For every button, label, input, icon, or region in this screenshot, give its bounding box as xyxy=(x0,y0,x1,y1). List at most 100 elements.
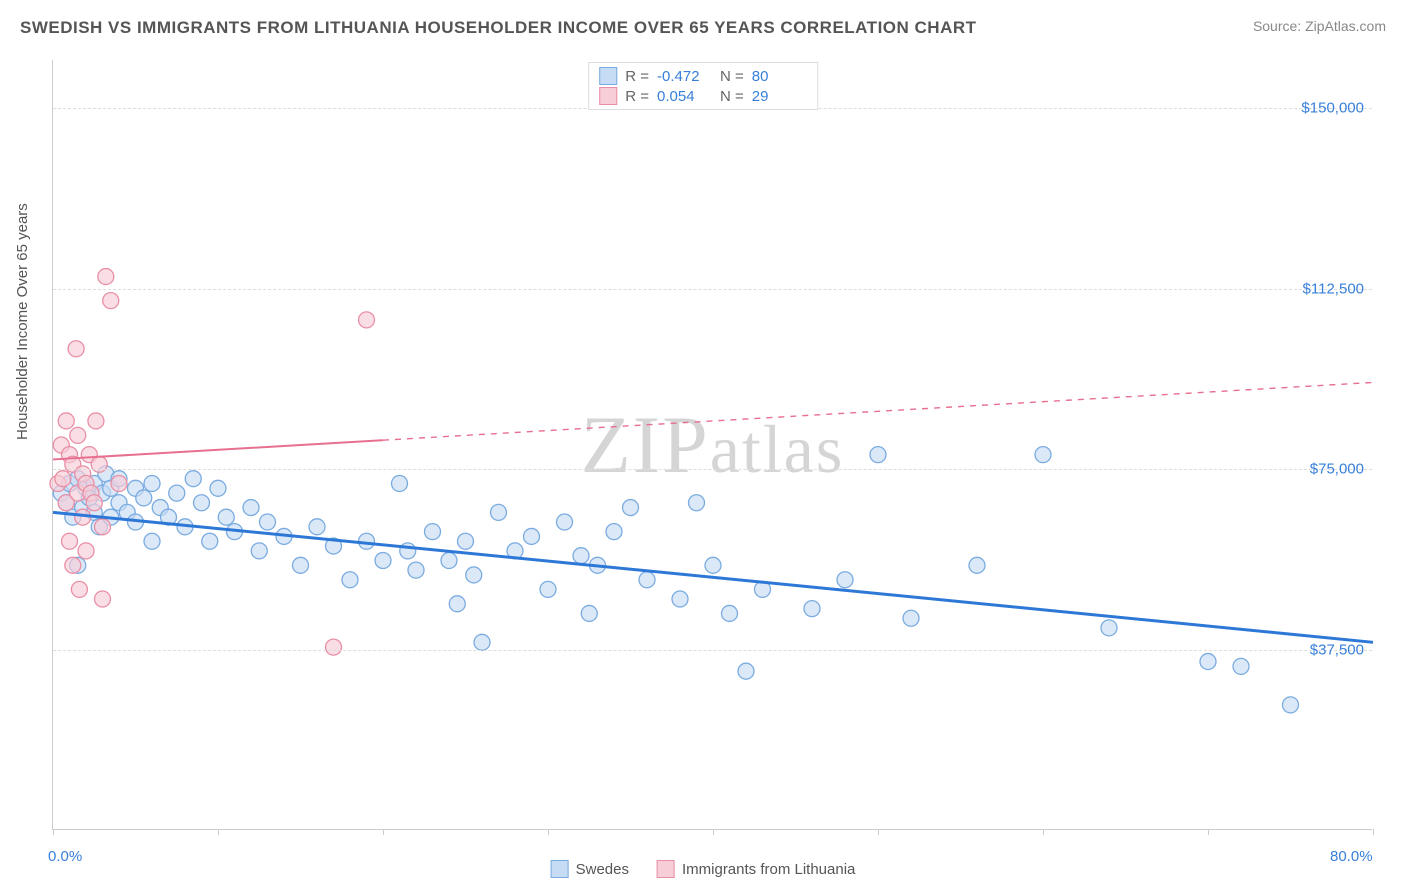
data-point xyxy=(1283,697,1299,713)
data-point xyxy=(86,495,102,511)
data-point xyxy=(95,519,111,535)
legend-swatch xyxy=(599,87,617,105)
data-point xyxy=(202,533,218,549)
data-point xyxy=(65,557,81,573)
data-point xyxy=(557,514,573,530)
data-point xyxy=(98,269,114,285)
legend-label: Immigrants from Lithuania xyxy=(682,861,855,878)
data-point xyxy=(260,514,276,530)
gridline-h xyxy=(53,289,1372,290)
legend-row: R = -0.472 N = 80 xyxy=(599,66,807,86)
data-point xyxy=(111,476,127,492)
legend-item: Immigrants from Lithuania xyxy=(657,860,855,878)
y-tick-label: $75,000 xyxy=(1310,461,1364,478)
legend-swatch xyxy=(599,67,617,85)
data-point xyxy=(623,500,639,516)
x-tick-mark xyxy=(548,829,549,835)
x-tick-mark xyxy=(1043,829,1044,835)
data-point xyxy=(103,293,119,309)
legend-n-value: 80 xyxy=(752,68,807,85)
data-point xyxy=(606,524,622,540)
y-tick-label: $37,500 xyxy=(1310,641,1364,658)
legend-label: Swedes xyxy=(576,861,629,878)
data-point xyxy=(1200,654,1216,670)
data-point xyxy=(68,341,84,357)
data-point xyxy=(458,533,474,549)
data-point xyxy=(58,413,74,429)
y-tick-label: $112,500 xyxy=(1303,280,1364,297)
data-point xyxy=(78,543,94,559)
legend-r-label: R = xyxy=(625,88,649,105)
series-legend: Swedes Immigrants from Lithuania xyxy=(551,860,856,878)
x-tick-mark xyxy=(1373,829,1374,835)
data-point xyxy=(70,427,86,443)
legend-n-label: N = xyxy=(720,68,744,85)
x-axis-max-label: 80.0% xyxy=(1330,848,1373,865)
data-point xyxy=(449,596,465,612)
data-point xyxy=(95,591,111,607)
data-point xyxy=(870,447,886,463)
x-tick-mark xyxy=(713,829,714,835)
data-point xyxy=(144,533,160,549)
data-point xyxy=(342,572,358,588)
data-point xyxy=(185,471,201,487)
data-point xyxy=(524,528,540,544)
data-point xyxy=(326,639,342,655)
source-label: Source: ZipAtlas.com xyxy=(1253,18,1386,34)
data-point xyxy=(55,471,71,487)
data-point xyxy=(639,572,655,588)
legend-n-value: 29 xyxy=(752,88,807,105)
data-point xyxy=(672,591,688,607)
legend-item: Swedes xyxy=(551,860,629,878)
x-tick-mark xyxy=(383,829,384,835)
data-point xyxy=(1035,447,1051,463)
data-point xyxy=(243,500,259,516)
chart-title: SWEDISH VS IMMIGRANTS FROM LITHUANIA HOU… xyxy=(20,18,977,38)
data-point xyxy=(903,610,919,626)
x-tick-mark xyxy=(218,829,219,835)
data-point xyxy=(425,524,441,540)
data-point xyxy=(218,509,234,525)
data-point xyxy=(491,504,507,520)
data-point xyxy=(408,562,424,578)
data-point xyxy=(71,581,87,597)
data-point xyxy=(88,413,104,429)
legend-r-label: R = xyxy=(625,68,649,85)
data-point xyxy=(359,312,375,328)
data-point xyxy=(375,553,391,569)
data-point xyxy=(1101,620,1117,636)
trend-line-dashed xyxy=(383,382,1373,440)
gridline-h xyxy=(53,650,1372,651)
trend-line xyxy=(53,440,383,459)
legend-r-value: 0.054 xyxy=(657,88,712,105)
gridline-h xyxy=(53,469,1372,470)
data-point xyxy=(392,476,408,492)
data-point xyxy=(62,533,78,549)
x-axis-min-label: 0.0% xyxy=(48,848,82,865)
y-axis-title: Householder Income Over 65 years xyxy=(14,203,31,440)
data-point xyxy=(837,572,853,588)
trend-line xyxy=(53,512,1373,642)
data-point xyxy=(144,476,160,492)
y-tick-label: $150,000 xyxy=(1301,100,1364,117)
data-point xyxy=(210,480,226,496)
legend-swatch xyxy=(551,860,569,878)
data-point xyxy=(689,495,705,511)
data-point xyxy=(169,485,185,501)
data-point xyxy=(804,601,820,617)
data-point xyxy=(540,581,556,597)
data-point xyxy=(441,553,457,569)
legend-n-label: N = xyxy=(720,88,744,105)
x-tick-mark xyxy=(53,829,54,835)
data-point xyxy=(474,634,490,650)
legend-swatch xyxy=(657,860,675,878)
data-point xyxy=(573,548,589,564)
data-point xyxy=(738,663,754,679)
legend-row: R = 0.054 N = 29 xyxy=(599,86,807,106)
x-tick-mark xyxy=(1208,829,1209,835)
data-point xyxy=(466,567,482,583)
scatter-svg xyxy=(53,60,1372,829)
data-point xyxy=(251,543,267,559)
legend-r-value: -0.472 xyxy=(657,68,712,85)
data-point xyxy=(722,605,738,621)
